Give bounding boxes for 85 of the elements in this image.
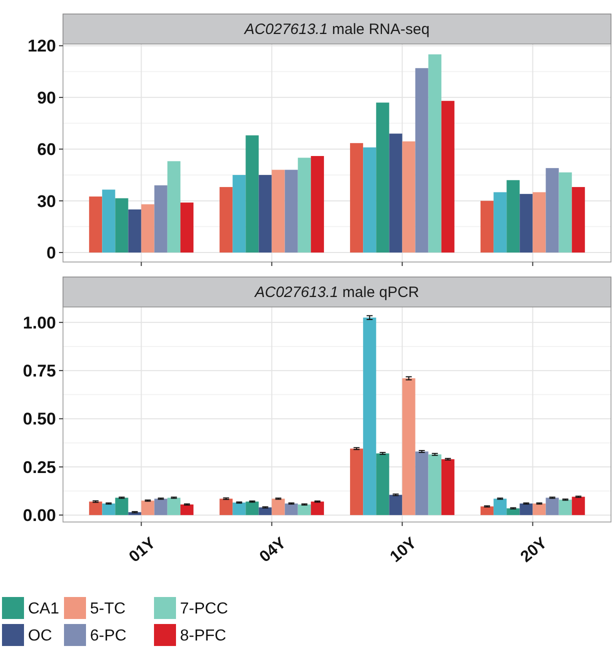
- bar: [220, 187, 233, 253]
- bar: [506, 508, 520, 516]
- bar: [232, 174, 246, 253]
- bar: [167, 498, 180, 516]
- bar: [167, 161, 180, 253]
- bar: [272, 498, 285, 516]
- bar: [546, 168, 559, 253]
- legend-label: 5-TC: [90, 600, 126, 618]
- chart-title: AC027613.1 male qPCR: [254, 284, 420, 301]
- legend-label: OC: [28, 628, 52, 645]
- bar: [558, 172, 572, 253]
- bar: [494, 498, 507, 516]
- bar: [220, 498, 233, 516]
- bar: [246, 135, 259, 253]
- legend-label: CA1: [28, 600, 60, 618]
- bar: [402, 378, 416, 516]
- x-tick-label: 10Y: [387, 534, 420, 566]
- bar: [494, 192, 507, 253]
- bar: [532, 192, 546, 253]
- bar: [415, 68, 428, 253]
- bar: [546, 498, 559, 516]
- bar: [154, 185, 168, 253]
- bar: [284, 504, 298, 516]
- bar: [232, 502, 246, 516]
- bar: [558, 500, 572, 516]
- bar: [350, 448, 364, 516]
- bar: [89, 196, 102, 253]
- bar: [480, 200, 494, 253]
- bar: [180, 504, 194, 516]
- bar: [128, 209, 142, 253]
- y-tick-label: 120: [28, 36, 56, 56]
- bar: [441, 100, 454, 253]
- chart-title: AC027613.1 male RNA-seq: [243, 21, 430, 38]
- bar: [376, 453, 390, 516]
- bar: [376, 102, 390, 253]
- bar: [506, 180, 520, 253]
- y-tick-label: 0.00: [22, 506, 56, 526]
- y-tick-label: 30: [37, 192, 56, 211]
- bar: [520, 504, 533, 516]
- bar: [428, 454, 442, 516]
- legend-label: 8-PFC: [180, 628, 226, 645]
- bar: [310, 502, 324, 516]
- bar: [532, 504, 546, 516]
- legend-label: 6-PC: [90, 628, 126, 645]
- legend-label: 7-PCC: [180, 600, 228, 618]
- bar: [363, 147, 376, 253]
- bar: [415, 451, 428, 516]
- bar: [389, 134, 402, 253]
- bar: [246, 502, 259, 516]
- bar: [284, 170, 298, 253]
- bar: [572, 496, 585, 516]
- y-tick-label: 0: [46, 243, 56, 262]
- bar: [389, 494, 402, 516]
- bar: [141, 204, 154, 253]
- bar: [115, 498, 128, 516]
- bar: [428, 54, 442, 253]
- bar: [258, 507, 272, 516]
- x-tick-label: 20Y: [518, 534, 551, 566]
- bar: [572, 187, 585, 253]
- y-tick-label: 0.50: [22, 410, 56, 429]
- bar: [310, 156, 324, 253]
- bar: [141, 500, 154, 516]
- bar: [102, 190, 116, 253]
- bar: [102, 504, 116, 516]
- bar: [520, 194, 533, 253]
- y-tick-label: 60: [37, 140, 56, 160]
- bar: [89, 502, 102, 516]
- y-tick-label: 1.00: [22, 313, 56, 332]
- bar: [298, 504, 311, 516]
- bar: [115, 198, 128, 253]
- bar: [180, 202, 194, 253]
- y-tick-label: 0.75: [22, 362, 56, 381]
- bar: [363, 318, 376, 516]
- bar: [298, 158, 311, 253]
- bar: [402, 141, 416, 253]
- bar: [154, 498, 168, 516]
- bar: [480, 506, 494, 516]
- x-tick-label: 04Y: [256, 534, 290, 566]
- y-tick-label: 90: [37, 88, 56, 108]
- bar: [350, 143, 364, 253]
- bar: [441, 459, 454, 516]
- bar: [272, 170, 285, 253]
- x-tick-label: 01Y: [126, 534, 160, 566]
- bar: [258, 174, 272, 253]
- y-tick-label: 0.25: [22, 458, 56, 477]
